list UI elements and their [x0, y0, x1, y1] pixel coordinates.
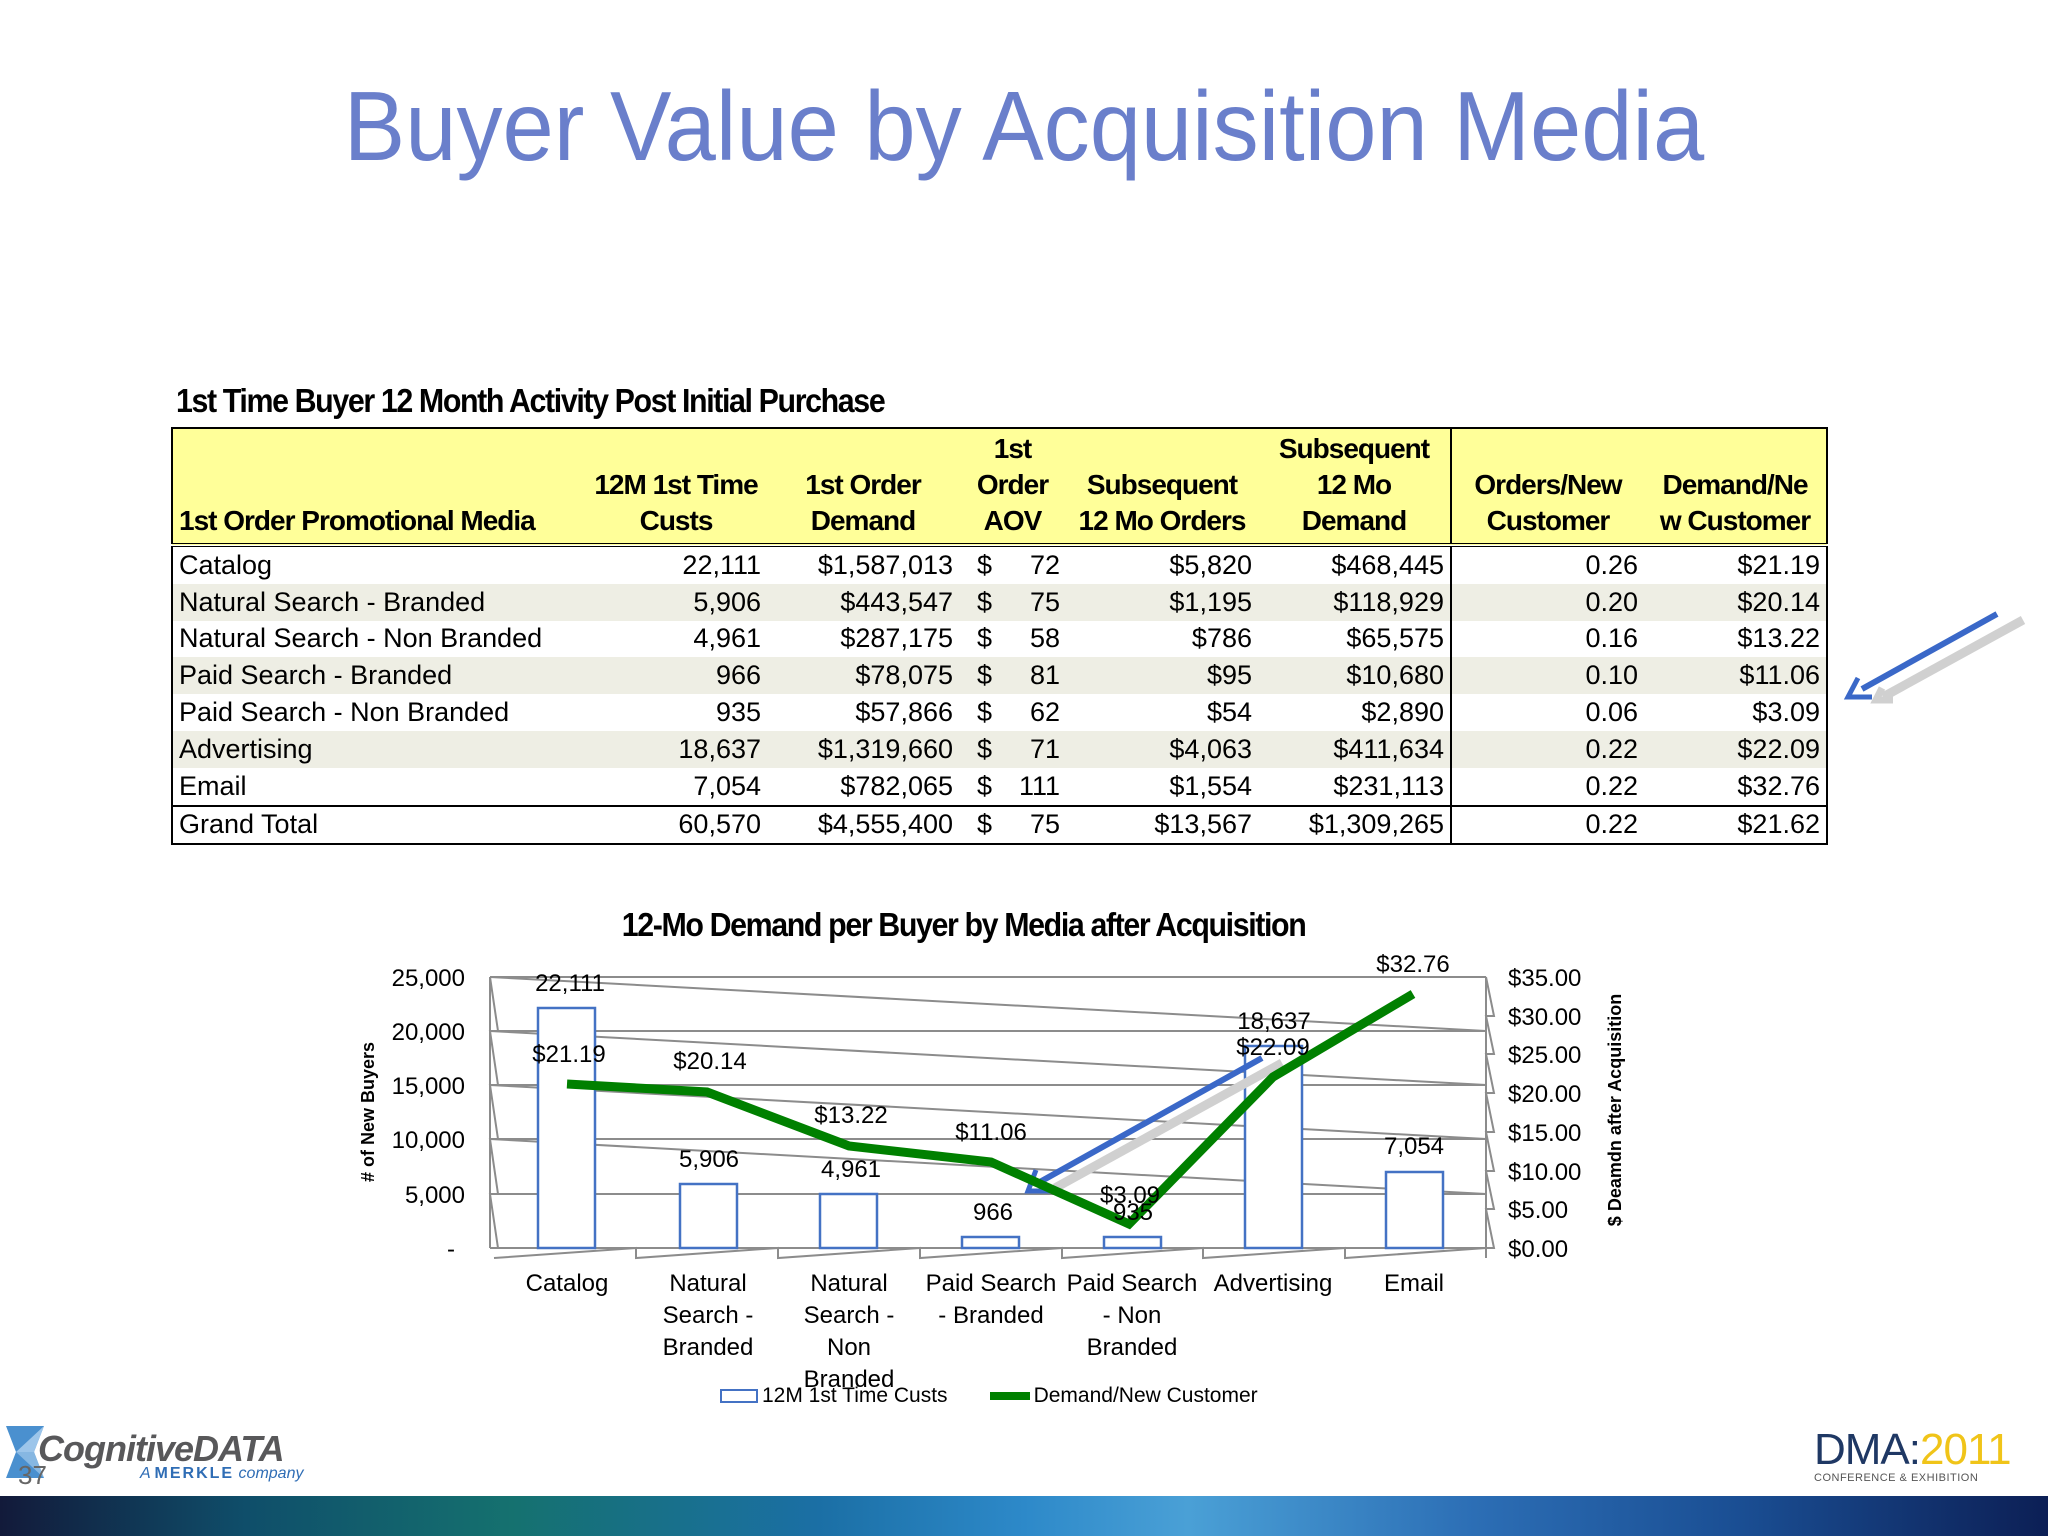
- svg-text:10,000: 10,000: [392, 1127, 465, 1154]
- bar-email: [1384, 1170, 1445, 1250]
- cognitivedata-logo-icon: [6, 1426, 44, 1478]
- svg-text:$22.09: $22.09: [1236, 1034, 1309, 1061]
- bar-natural-search-non-branded: [818, 1192, 879, 1250]
- legend-bar-label: 12M 1st Time Custs: [762, 1384, 948, 1407]
- svg-text:5,000: 5,000: [405, 1182, 465, 1209]
- bar-data-labels: 22,111 5,906 4,961 966 935 18,637 7,054: [535, 970, 1444, 1226]
- table-row: Catalog 22,111 $1,587,013 $72 $5,820 $468,445…: [172, 545, 1827, 584]
- bar-paid-search-non-branded: [1102, 1235, 1163, 1250]
- svg-text:4,961: 4,961: [821, 1156, 881, 1183]
- svg-text:966: 966: [973, 1199, 1013, 1226]
- table-row: Natural Search - Branded 5,906 $443,547 $75…: [172, 583, 1827, 621]
- bar-natural-search-branded: [678, 1182, 739, 1250]
- bar-catalog: [536, 1006, 597, 1250]
- y-axis-left-title: # of New Buyers: [358, 1042, 378, 1182]
- svg-text:$32.76: $32.76: [1376, 951, 1449, 978]
- table-row: Natural Search - Non Branded 4,961 $287,17…: [172, 620, 1827, 658]
- svg-text:18,637: 18,637: [1237, 1008, 1310, 1035]
- svg-text:25,000: 25,000: [392, 965, 465, 992]
- svg-text:$15.00: $15.00: [1508, 1120, 1581, 1147]
- svg-text:7,054: 7,054: [1384, 1133, 1444, 1160]
- col-demand-per-customer: Demand/Ne w Customer: [1644, 428, 1827, 545]
- col-aov: 1st Order AOV: [959, 428, 1066, 545]
- bar-paid-search-branded: [960, 1235, 1021, 1250]
- svg-text:15,000: 15,000: [392, 1073, 465, 1100]
- legend-line-swatch-icon: [989, 1392, 1030, 1400]
- svg-text:$11.06: $11.06: [955, 1119, 1027, 1146]
- activity-table: 1st Order Promotional Media 12M 1st Time…: [171, 427, 1828, 846]
- col-orders: Subsequent 12 Mo Orders: [1066, 428, 1258, 545]
- footer-banner: [0, 1496, 2048, 1536]
- svg-text:20,000: 20,000: [392, 1019, 465, 1046]
- chart-legend: 12M 1st Time Custs Demand/New Customer: [720, 1384, 1258, 1408]
- page-number: 37: [18, 1460, 47, 1490]
- slide-title: Buyer Value by Acquisition Media: [343, 71, 1705, 181]
- svg-text:$10.00: $10.00: [1508, 1159, 1581, 1186]
- x-label-catalog: Catalog: [525, 1270, 609, 1297]
- line-series: [566, 990, 1416, 1230]
- svg-text:935: 935: [1113, 1199, 1153, 1226]
- x-label-email: Email: [1383, 1270, 1444, 1297]
- table-title: 1st Time Buyer 12 Month Activity Post In…: [176, 382, 886, 419]
- dma-2011-logo: DMA:2011 CONFERENCE & EXHIBITION: [1814, 1425, 2012, 1485]
- svg-text:$20.00: $20.00: [1508, 1081, 1581, 1108]
- svg-text:-: -: [447, 1236, 455, 1263]
- col-sdemand: Subsequent 12 Mo Demand: [1258, 428, 1451, 545]
- chart-title: 12-Mo Demand per Buyer by Media after Ac…: [622, 906, 1307, 943]
- col-demand: 1st Order Demand: [767, 428, 959, 545]
- table-header-row: 1st Order Promotional Media 12M 1st Time…: [172, 428, 1827, 545]
- bar-series: [536, 1006, 1445, 1250]
- svg-text:$30.00: $30.00: [1508, 1004, 1581, 1031]
- x-label-paid-search-non-branded: Paid Search - Non Branded: [1066, 1270, 1198, 1361]
- line-data-labels: $21.19 $20.14 $13.22 $11.06 $3.09 $22.09…: [532, 951, 1449, 1209]
- col-custs: 12M 1st Time Custs: [585, 428, 767, 545]
- table-row: Advertising 18,637 $1,319,660 $71 $4,063 $411…: [172, 730, 1827, 768]
- svg-text:$20.14: $20.14: [673, 1048, 746, 1075]
- svg-text:$21.19: $21.19: [532, 1041, 605, 1068]
- svg-text:$5.00: $5.00: [1508, 1197, 1568, 1224]
- y-axis-right-title: $ Deamdn after Acquisition: [1605, 994, 1625, 1226]
- table-row: Paid Search - Branded 966 $78,075 $81 $95 $10…: [172, 657, 1827, 695]
- svg-text:$13.22: $13.22: [814, 1102, 887, 1129]
- col-orders-per-customer: Orders/New Customer: [1450, 428, 1644, 545]
- x-label-advertising: Advertising: [1213, 1270, 1333, 1297]
- svg-text:$0.00: $0.00: [1508, 1236, 1568, 1263]
- y-axis-left: 25,000 20,000 15,000 10,000 5,000 -: [392, 965, 465, 1263]
- svg-text:5,906: 5,906: [679, 1146, 739, 1173]
- svg-text:$3.09: $3.09: [1100, 1182, 1160, 1209]
- x-label-natural-search-branded: Natural Search - Branded: [662, 1270, 754, 1361]
- svg-text:$25.00: $25.00: [1508, 1042, 1581, 1069]
- legend-bar-swatch-icon: [720, 1389, 758, 1403]
- legend-line-label: Demand/New Customer: [1033, 1384, 1258, 1407]
- svg-text:22,111: 22,111: [535, 970, 605, 997]
- table-total-row: Grand Total 60,570 $4,555,400 $75 $13,567 $1,…: [172, 804, 1827, 845]
- merkle-tagline: A MERKLE company: [140, 1465, 304, 1482]
- svg-text:$35.00: $35.00: [1508, 965, 1581, 992]
- x-label-paid-search-branded: Paid Search - Branded: [925, 1270, 1057, 1329]
- x-label-natural-search-non-branded: Natural Search - Non Branded: [803, 1270, 895, 1393]
- y-axis-right: $35.00 $30.00 $25.00 $20.00 $15.00 $10.0…: [1508, 965, 1581, 1263]
- table-row: Email 7,054 $782,065 $111 $1,554 $231,113 0.22…: [172, 767, 1827, 806]
- col-media: 1st Order Promotional Media: [172, 428, 585, 545]
- cognitivedata-logo-text: CognitiveDATA: [38, 1428, 285, 1469]
- table-row: Paid Search - Non Branded 935 $57,866 $62 $5…: [172, 694, 1827, 731]
